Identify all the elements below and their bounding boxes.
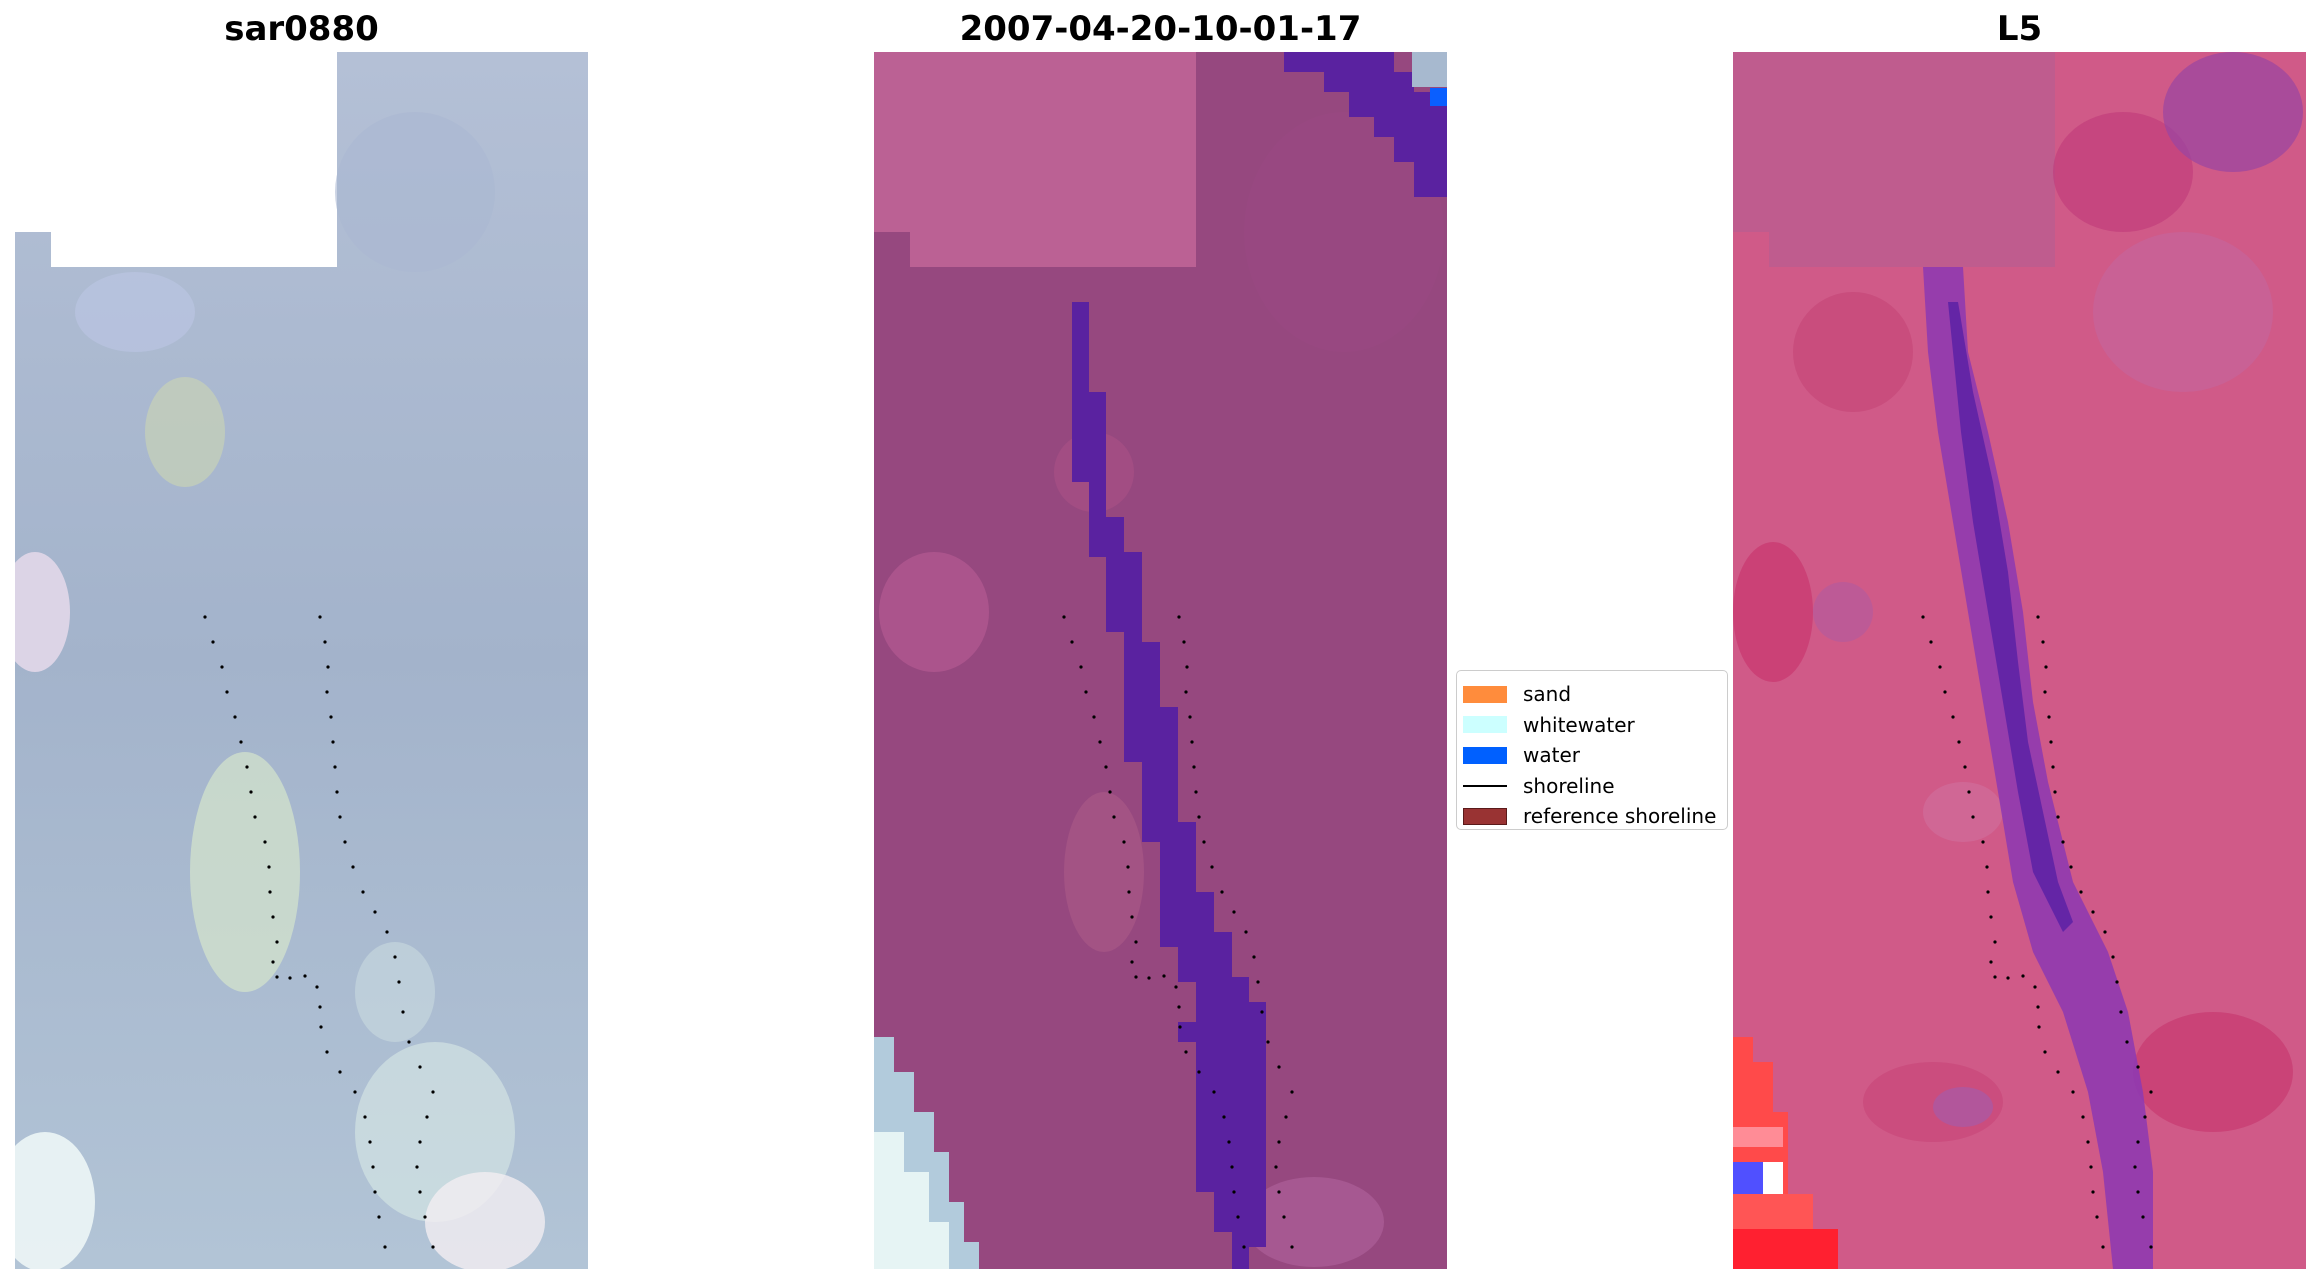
panel-title: L5: [1996, 9, 2043, 49]
classified-image: [874, 52, 1447, 1269]
legend-label: reference shoreline: [1523, 804, 1717, 829]
legend: sand whitewater water shoreline referenc…: [1456, 670, 1728, 830]
legend-label: sand: [1523, 682, 1572, 707]
whitewater-swatch: [1463, 716, 1507, 734]
shoreline-line-swatch: [1463, 784, 1507, 787]
sand-swatch: [1463, 685, 1507, 703]
water-swatch: [1463, 746, 1507, 764]
reference-shoreline-swatch: [1463, 807, 1507, 825]
sar-image: [15, 52, 588, 1269]
legend-label: shoreline: [1523, 773, 1615, 798]
panel-title: sar0880: [224, 9, 379, 49]
shoreline-left: [203, 615, 387, 1249]
legend-item-reference-shoreline: reference shoreline: [1457, 801, 1727, 832]
panel-sar: sar0880: [15, 0, 588, 1283]
shoreline-right: [318, 615, 435, 1249]
legend-item-shoreline: shoreline: [1457, 771, 1727, 802]
index-image: [1733, 52, 2306, 1269]
legend-item-sand: sand: [1457, 679, 1727, 710]
panel-index: L5: [1733, 0, 2306, 1283]
legend-label: whitewater: [1523, 712, 1635, 737]
panel-classified: 2007-04-20-10-01-17: [874, 0, 1447, 1283]
panel-title: 2007-04-20-10-01-17: [959, 9, 1362, 49]
legend-item-whitewater: whitewater: [1457, 710, 1727, 741]
legend-label: water: [1523, 743, 1580, 768]
legend-item-water: water: [1457, 740, 1727, 771]
